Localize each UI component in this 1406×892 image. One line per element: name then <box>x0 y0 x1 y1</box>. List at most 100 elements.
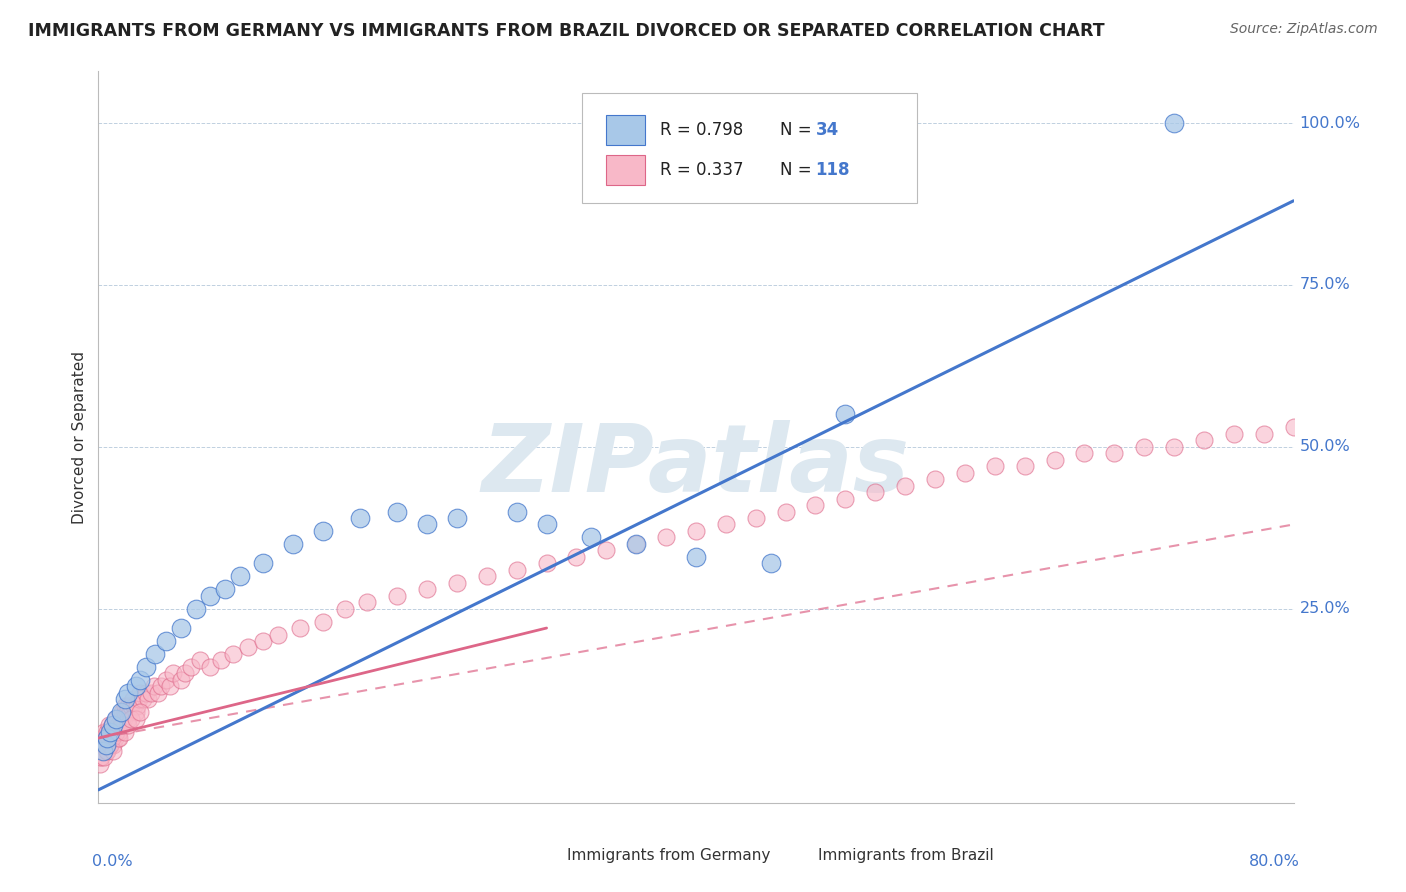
Point <box>101 718 124 732</box>
Point <box>120 712 142 726</box>
Point <box>416 517 439 532</box>
Point <box>333 601 356 615</box>
Point <box>565 549 588 564</box>
Point <box>1253 426 1275 441</box>
Point <box>97 731 120 745</box>
Point <box>506 563 529 577</box>
Text: N =: N = <box>779 161 817 179</box>
Point <box>200 589 222 603</box>
Point <box>117 698 139 713</box>
Y-axis label: Divorced or Separated: Divorced or Separated <box>72 351 87 524</box>
Point <box>110 718 132 732</box>
Point <box>714 517 737 532</box>
Point <box>775 504 797 518</box>
Point <box>105 724 128 739</box>
Point <box>111 718 134 732</box>
Point <box>759 557 782 571</box>
Text: IMMIGRANTS FROM GERMANY VS IMMIGRANTS FROM BRAZIL DIVORCED OR SEPARATED CORRELAT: IMMIGRANTS FROM GERMANY VS IMMIGRANTS FR… <box>28 22 1105 40</box>
Point <box>655 530 678 544</box>
Point <box>98 738 122 752</box>
Point <box>97 731 120 745</box>
Point <box>127 698 149 713</box>
Point <box>89 756 111 771</box>
Point <box>90 750 112 764</box>
Point <box>209 653 232 667</box>
Point <box>93 724 115 739</box>
Point <box>745 511 768 525</box>
Point <box>110 705 132 719</box>
Point <box>159 679 181 693</box>
Point <box>105 712 128 726</box>
Point <box>1043 452 1066 467</box>
Point <box>446 575 468 590</box>
Point <box>114 692 136 706</box>
Point <box>96 724 118 739</box>
Point <box>89 750 111 764</box>
Point <box>129 673 152 687</box>
FancyBboxPatch shape <box>582 94 917 203</box>
Point <box>200 660 222 674</box>
Point <box>94 744 117 758</box>
Point <box>108 731 131 745</box>
Point <box>834 491 856 506</box>
Point <box>1163 116 1185 130</box>
Point <box>894 478 917 492</box>
Point <box>90 744 112 758</box>
Point <box>626 537 648 551</box>
Point <box>626 537 648 551</box>
Point <box>1282 420 1305 434</box>
Point <box>124 698 146 713</box>
Point <box>180 660 202 674</box>
Point <box>110 712 132 726</box>
Point <box>142 679 165 693</box>
Point <box>112 712 135 726</box>
Point <box>125 712 148 726</box>
Point <box>1133 440 1156 454</box>
Point <box>446 511 468 525</box>
Point <box>252 634 274 648</box>
Point <box>96 744 118 758</box>
FancyBboxPatch shape <box>606 154 644 186</box>
Point <box>98 724 122 739</box>
Point <box>96 731 118 745</box>
Text: 25.0%: 25.0% <box>1299 601 1350 616</box>
Point <box>1104 446 1126 460</box>
Text: 50.0%: 50.0% <box>1299 439 1350 454</box>
Point <box>804 498 827 512</box>
Point <box>506 504 529 518</box>
Point <box>834 408 856 422</box>
Point <box>1192 434 1215 448</box>
Point <box>90 738 112 752</box>
Point <box>93 750 115 764</box>
Point <box>111 718 134 732</box>
Point <box>128 692 150 706</box>
Point <box>105 712 128 726</box>
Point <box>101 731 124 745</box>
Point <box>416 582 439 597</box>
Point <box>114 724 136 739</box>
Point <box>169 673 191 687</box>
Point <box>150 679 173 693</box>
Point <box>229 569 252 583</box>
Point <box>111 705 134 719</box>
Point <box>169 621 191 635</box>
Point <box>924 472 946 486</box>
Point <box>155 673 177 687</box>
Point <box>356 595 378 609</box>
Point <box>104 718 127 732</box>
Text: 80.0%: 80.0% <box>1249 854 1299 869</box>
Point <box>1163 440 1185 454</box>
Point <box>155 634 177 648</box>
Point <box>91 744 114 758</box>
Point <box>132 692 155 706</box>
Point <box>98 738 122 752</box>
Point <box>685 549 707 564</box>
Point <box>101 731 124 745</box>
Point <box>94 731 117 745</box>
Point <box>107 731 129 745</box>
Point <box>685 524 707 538</box>
Point <box>118 705 141 719</box>
Point <box>105 724 128 739</box>
Point <box>1223 426 1246 441</box>
Point <box>91 744 114 758</box>
